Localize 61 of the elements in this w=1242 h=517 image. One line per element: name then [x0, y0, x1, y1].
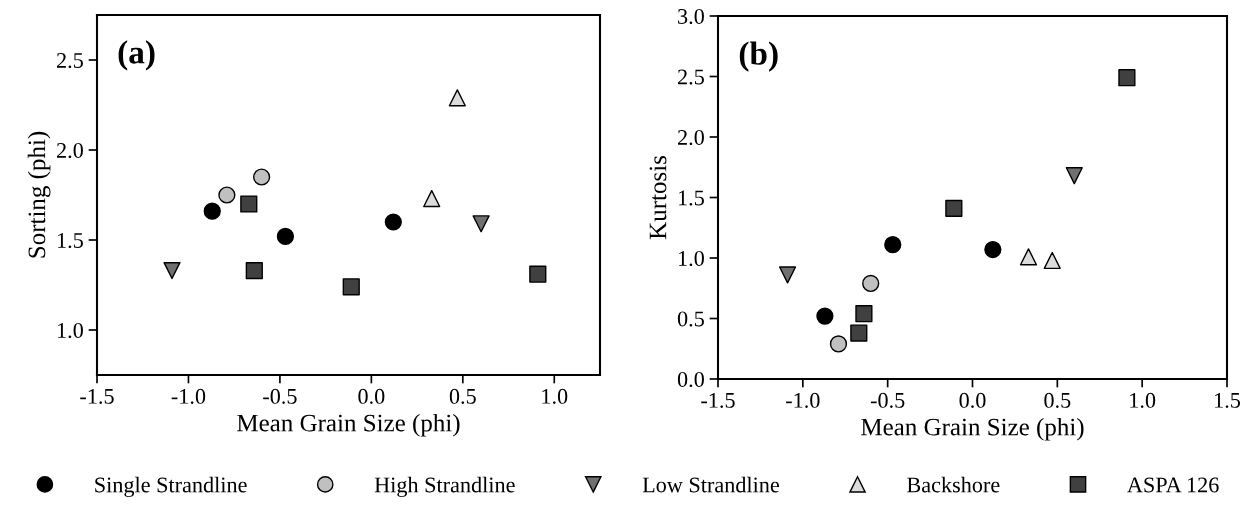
y-tick-label: 2.5 [678, 69, 704, 85]
x-tick-label: -1.0 [171, 388, 206, 404]
y-tick-label: 0.5 [677, 311, 704, 327]
legend-label: Low Strandline [642, 476, 779, 493]
point [276, 227, 295, 246]
point [240, 195, 258, 213]
point [245, 261, 263, 280]
point [163, 261, 181, 280]
text: (a) [118, 40, 155, 71]
legend-label: Single Strandline [95, 476, 247, 497]
point [884, 236, 902, 254]
point [850, 324, 868, 342]
x-tick-label: 0.0 [959, 392, 986, 408]
x-tick-label: -1.0 [786, 392, 820, 408]
x-tick-label: 1.0 [542, 388, 568, 404]
y-tick-label: 2.5 [57, 52, 83, 69]
point [203, 202, 221, 220]
y-tick-label: 2.0 [57, 142, 83, 159]
x-tick-label: -1.5 [80, 388, 114, 404]
point [855, 305, 873, 323]
point [218, 186, 236, 204]
point [1065, 167, 1083, 185]
point [423, 189, 441, 208]
x-tick-label: -1.5 [701, 392, 735, 408]
x-tick-label: -0.5 [263, 388, 297, 404]
x-tick-label: 0.5 [449, 388, 476, 404]
point [1019, 248, 1038, 266]
x-tick-label: 0.0 [358, 388, 385, 404]
point [253, 168, 271, 186]
x-tick-label: 1.0 [1130, 392, 1156, 408]
point [829, 335, 848, 353]
point [448, 89, 466, 107]
x-tick-label: 1.5 [1215, 392, 1241, 408]
text: (b) [739, 41, 778, 72]
legend-label: High Strandline [374, 476, 515, 497]
y-tick-label: 1.0 [57, 322, 83, 339]
y-tick-label: 1.5 [678, 190, 704, 206]
legend-label: Backshore [907, 476, 1000, 493]
x-tick-label: -0.5 [870, 392, 905, 408]
point [1043, 251, 1061, 270]
y-tick-label: 1.0 [678, 250, 704, 267]
point [529, 265, 547, 283]
y-tick-label: 1.5 [57, 233, 83, 249]
point [472, 215, 490, 233]
y-tick-label: 2.0 [678, 129, 704, 146]
y-axis-title: Sorting (phi) [27, 131, 51, 258]
y-tick-label: 0.0 [677, 371, 704, 388]
point [1118, 69, 1136, 87]
point [945, 199, 963, 218]
point [816, 307, 834, 325]
x-tick-label: 0.5 [1044, 392, 1071, 408]
point [342, 278, 360, 296]
legend-label: ASPA 126 [1127, 477, 1219, 493]
point [862, 274, 880, 293]
y-tick-label: 3.0 [678, 8, 704, 25]
x-axis-title: Mean Grain Size (phi) [237, 413, 460, 437]
point [778, 266, 797, 284]
y-axis-title: Kurtosis [649, 156, 667, 240]
point [384, 213, 402, 231]
point [984, 240, 1002, 259]
x-axis-title: Mean Grain Size (phi) [861, 417, 1084, 441]
